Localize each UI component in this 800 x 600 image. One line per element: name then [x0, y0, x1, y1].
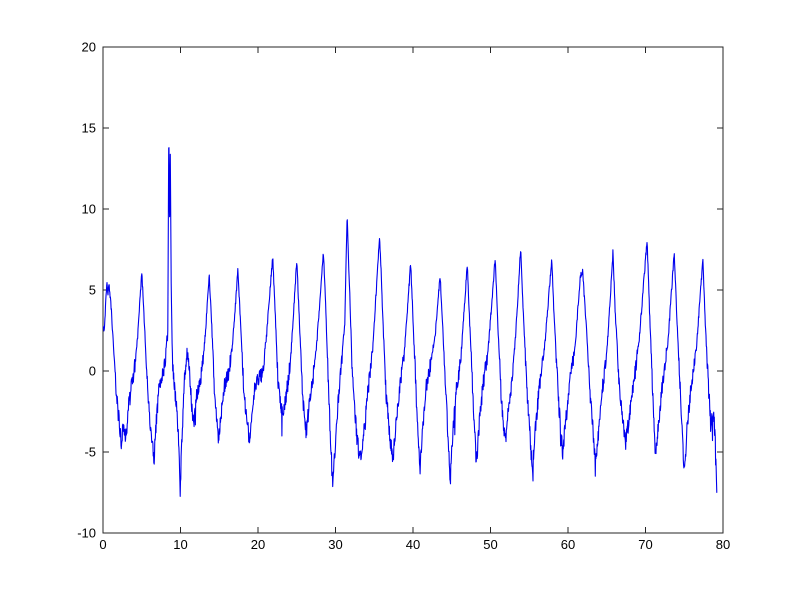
signal-trace: [103, 147, 718, 497]
x-tick-label: 20: [251, 537, 265, 552]
y-tick-label: 20: [82, 40, 96, 55]
y-tick-label: 5: [89, 283, 96, 298]
y-tick-label: 10: [82, 202, 96, 217]
y-tick-label: -5: [84, 445, 96, 460]
x-tick-label: 30: [328, 537, 342, 552]
x-tick-label: 80: [716, 537, 730, 552]
y-tick-label: 0: [89, 364, 96, 379]
x-tick-label: 40: [406, 537, 420, 552]
x-tick-label: 0: [99, 537, 106, 552]
x-tick-label: 70: [638, 537, 652, 552]
x-tick-label: 50: [483, 537, 497, 552]
plot-box: [102, 46, 724, 534]
y-tick-label: -10: [77, 526, 96, 541]
x-tick-label: 60: [561, 537, 575, 552]
y-tick-label: 15: [82, 121, 96, 136]
x-tick-label: 10: [173, 537, 187, 552]
